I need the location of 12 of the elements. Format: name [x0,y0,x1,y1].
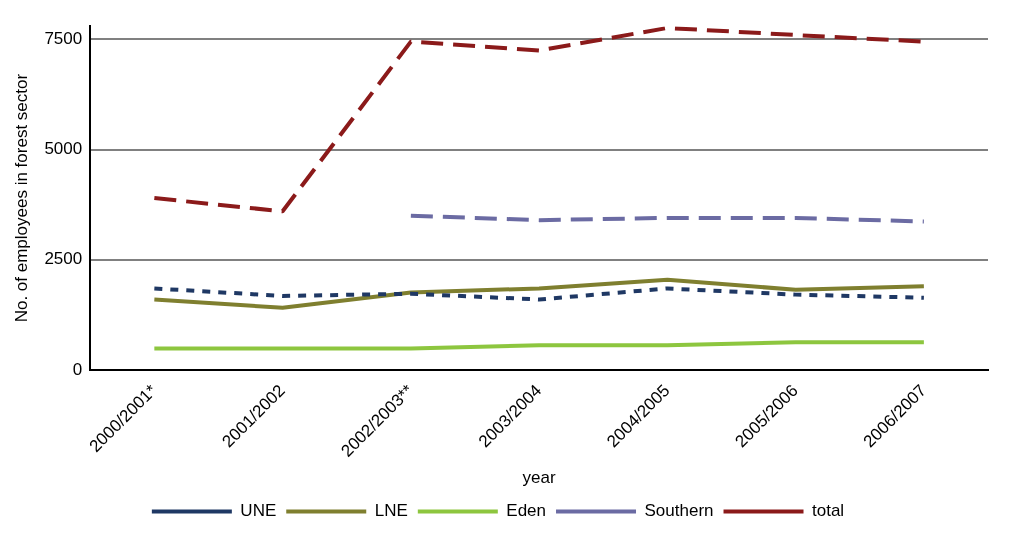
legend-label: Eden [506,501,547,521]
y-axis-title: No. of employees in forest sector [11,73,31,323]
y-tick-label: 5000 [44,139,83,159]
x-axis-title: year [522,468,556,488]
y-tick-label: 0 [72,359,83,379]
legend-label: total [812,501,845,521]
y-tick-label: 7500 [44,29,83,49]
legend-label: UNE [240,501,277,521]
legend-label: Southern [644,501,714,521]
line-series [152,286,926,302]
y-tick-label: 2500 [44,249,83,269]
legend-label: LNE [374,501,408,521]
